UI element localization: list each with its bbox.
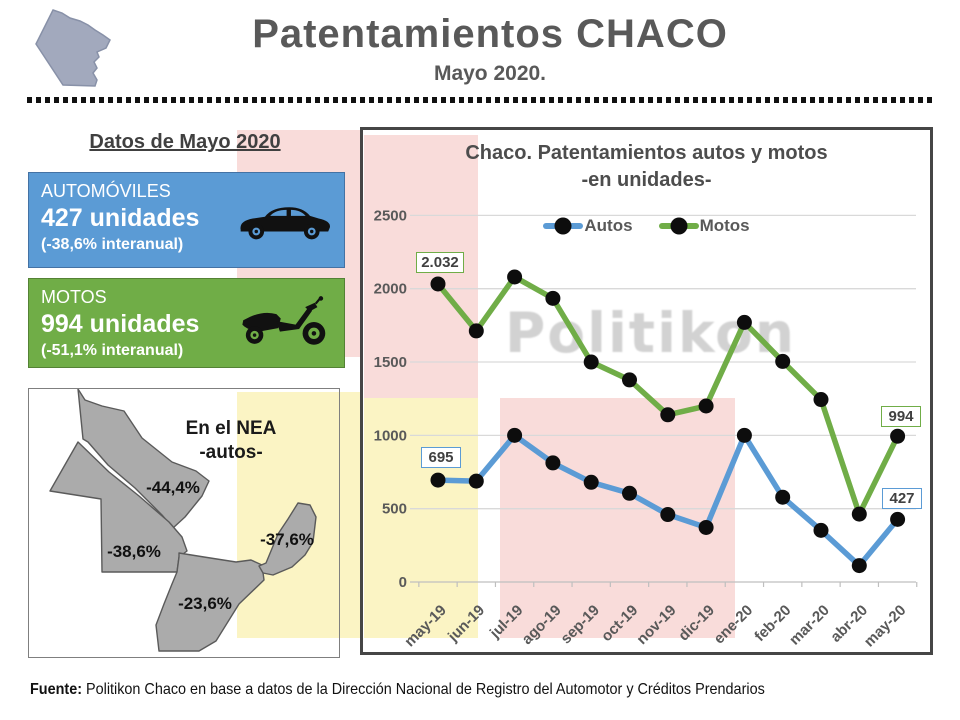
autos-point-ene-20 <box>736 427 752 443</box>
autos-point-jul-19 <box>507 427 523 443</box>
scooter-icon <box>242 296 326 345</box>
autos-stat-card: AUTOMÓVILES 427 unidades (-38,6% interan… <box>28 172 345 268</box>
chart-title-line1: Chaco. Patentamientos autos y motos <box>465 142 828 164</box>
autos-marker-dot-icon <box>554 217 572 235</box>
y-tick-label-0: 0 <box>399 574 407 591</box>
motos-point-sep-19 <box>583 354 599 370</box>
nea-map-card: En el NEA -autos- -44,4% -38,6% -23,6% -… <box>28 388 340 658</box>
autos-point-may-19 <box>430 472 446 488</box>
motos-stat-card: MOTOS 994 unidades (-51,1% interanual) <box>28 278 345 368</box>
motos-point-ago-19 <box>545 290 561 306</box>
data-label-autos-may20: 427 <box>882 488 922 509</box>
data-label-motos-may19: 2.032 <box>416 252 464 273</box>
motos-point-abr-20 <box>851 506 867 522</box>
legend-item-autos: Autos <box>543 216 633 236</box>
legend-label-motos: Motos <box>699 216 750 235</box>
autos-card-value: 427 unidades <box>41 204 200 232</box>
y-tick-label-1500: 1500 <box>374 354 407 371</box>
y-tick-label-500: 500 <box>382 501 407 518</box>
motos-card-value: 994 unidades <box>41 310 200 338</box>
chart-legend: Autos Motos <box>363 216 930 236</box>
motos-card-label: MOTOS <box>41 287 107 307</box>
misiones-region-shape <box>258 502 317 576</box>
autos-point-nov-19 <box>660 507 676 523</box>
page-title: Patentamientos CHACO <box>252 12 728 56</box>
motos-card-delta: (-51,1% interanual) <box>41 342 184 359</box>
source-label: Fuente: <box>30 681 83 698</box>
autos-point-ago-19 <box>545 455 561 471</box>
region-value-formosa: -44,4% <box>146 478 200 497</box>
y-tick-label-1000: 1000 <box>374 427 407 444</box>
yellow-band-chart <box>364 398 478 638</box>
autos-card-label: AUTOMÓVILES <box>41 181 171 201</box>
chart-title: Chaco. Patentamientos autos y motos -en … <box>363 140 930 194</box>
map-title-line2: -autos- <box>199 442 263 463</box>
motos-point-dic-19 <box>698 398 714 414</box>
chart-plot-area: 05001000150020002500Politikonmay-19jun-1… <box>364 135 918 651</box>
autos-point-oct-19 <box>622 485 637 501</box>
region-value-corrientes: -23,6% <box>178 594 232 613</box>
motos-point-jun-19 <box>468 323 484 339</box>
source-note: Fuente: Politikon Chaco en base a datos … <box>30 681 858 699</box>
motos-point-ene-20 <box>736 314 752 330</box>
x-tick-label-mar-20: mar-20 <box>786 602 833 649</box>
autos-point-mar-20 <box>813 522 829 538</box>
motos-point-mar-20 <box>813 392 829 408</box>
motos-point-feb-20 <box>775 353 791 369</box>
pink-band-chart-mid <box>500 398 735 638</box>
dotted-divider <box>27 97 933 103</box>
nea-map <box>49 388 317 652</box>
map-title-line1: En el NEA <box>185 418 277 439</box>
corrientes-region-shape <box>155 552 265 652</box>
data-label-autos-may19: 695 <box>421 447 461 468</box>
motos-point-nov-19 <box>660 407 676 423</box>
autos-point-jun-19 <box>468 473 484 489</box>
x-tick-label-may-20: may-20 <box>861 602 910 651</box>
autos-point-dic-19 <box>698 519 714 535</box>
autos-point-feb-20 <box>775 489 791 505</box>
motos-point-jul-19 <box>507 269 523 285</box>
region-value-chaco: -38,6% <box>107 542 161 561</box>
y-tick-label-2500: 2500 <box>374 207 407 224</box>
politikon-watermark: Politikon <box>505 301 796 365</box>
autos-point-sep-19 <box>583 474 599 490</box>
car-icon <box>240 207 330 240</box>
chaco-province-logo <box>35 9 111 87</box>
legend-item-motos: Motos <box>658 216 750 236</box>
formosa-region-shape <box>77 388 210 529</box>
source-text: Politikon Chaco en base a datos de la Di… <box>82 681 765 698</box>
sidebar-heading: Datos de Mayo 2020 <box>89 131 281 153</box>
autos-point-abr-20 <box>851 558 867 574</box>
autos-line-icon <box>543 217 584 235</box>
chart-title-line2: -en unidades- <box>581 169 712 191</box>
y-tick-label-2000: 2000 <box>374 281 407 298</box>
page-subtitle: Mayo 2020. <box>433 62 547 85</box>
data-label-motos-may20: 994 <box>881 406 921 427</box>
motos-marker-dot-icon <box>670 217 688 235</box>
motos-line-icon <box>658 217 699 235</box>
autos-point-may-20 <box>890 511 906 527</box>
patentamientos-chart: 0 500 1000 1500 2000 2500 Politikon may-19 jun-1… <box>360 127 933 655</box>
autos-card-delta: (-38,6% interanual) <box>41 236 184 253</box>
motos-point-may-19 <box>430 276 446 292</box>
motos-point-may-20 <box>890 428 906 444</box>
motos-point-oct-19 <box>622 372 637 388</box>
region-value-misiones: -37,6% <box>260 530 314 549</box>
legend-label-autos: Autos <box>584 216 633 235</box>
chaco-province-shape <box>35 9 111 87</box>
